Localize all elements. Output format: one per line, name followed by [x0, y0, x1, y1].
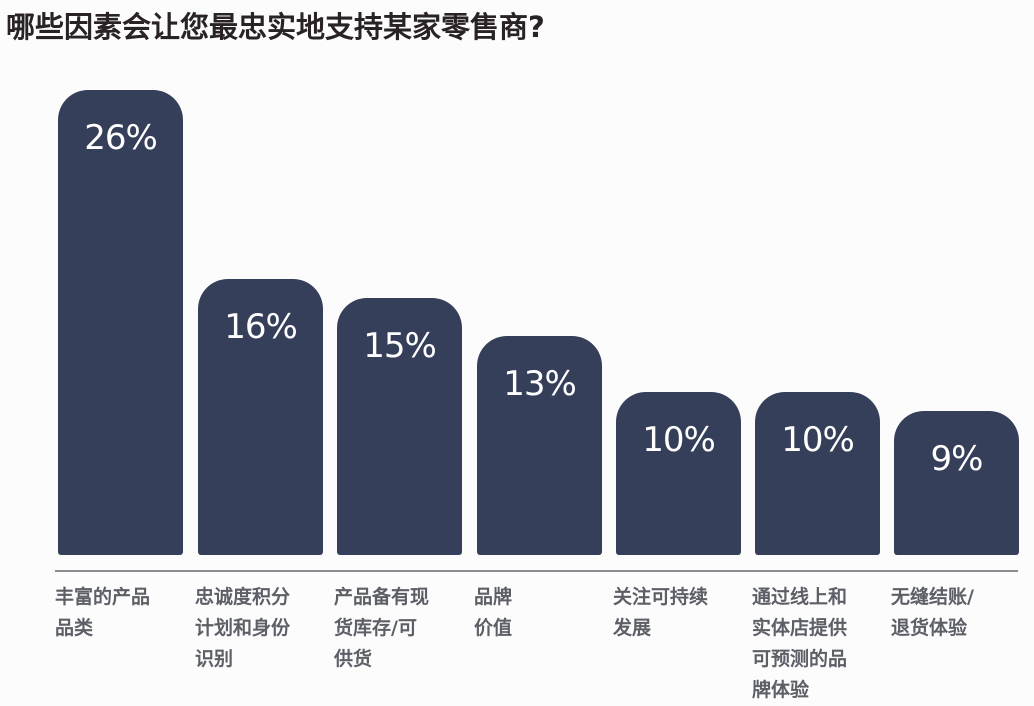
category-label-line: 通过线上和 [752, 586, 848, 608]
category-label-line: 丰富的产品 [55, 586, 151, 608]
category-label-line: 可预测的品 [752, 648, 848, 670]
category-label: 关注可持续 发展 [613, 582, 743, 644]
category-label: 无缝结账/退货体验 [891, 582, 1021, 644]
category-label-line: 价值 [474, 617, 513, 639]
category-label-line: 无缝结账/ [891, 586, 974, 608]
bar-6: 10% [755, 392, 880, 555]
category-label-line: 发展 [613, 617, 652, 639]
bar-5: 10% [616, 392, 741, 555]
category-label: 忠诚度积分计划和身份识别 [195, 582, 325, 675]
category-label-line: 品类 [55, 617, 94, 639]
bar-value-label: 10% [642, 420, 716, 460]
x-axis-baseline [55, 570, 1018, 572]
category-label-line: 计划和身份 [195, 617, 291, 639]
category-label-line: 识别 [195, 648, 234, 670]
bar-value-label: 16% [224, 307, 298, 347]
category-label-line: 退货体验 [891, 617, 968, 639]
bar-1: 26% [58, 90, 183, 555]
bar-3: 15% [337, 298, 462, 555]
category-label: 丰富的产品 品类 [55, 582, 185, 644]
bar-value-label: 10% [781, 420, 855, 460]
category-label-line: 忠诚度积分 [195, 586, 291, 608]
bar-4: 13% [477, 336, 602, 555]
category-label-line: 关注可持续 [613, 586, 709, 608]
bar-value-label: 13% [503, 364, 577, 404]
category-label: 通过线上和实体店提供可预测的品牌体验 [752, 582, 882, 706]
category-label: 产品备有现货库存/可供货 [334, 582, 464, 675]
bar-value-label: 15% [363, 326, 437, 366]
bar-2: 16% [198, 279, 323, 555]
category-label-line: 实体店提供 [752, 617, 848, 639]
bar-7: 9% [894, 411, 1019, 555]
bar-value-label: 9% [930, 439, 984, 479]
category-label-line: 产品备有现 [334, 586, 430, 608]
category-label-line: 品牌 [474, 586, 513, 608]
bar-value-label: 26% [84, 118, 158, 158]
category-label-line: 牌体验 [752, 679, 810, 701]
chart-title: 哪些因素会让您最忠实地支持某家零售商? [6, 10, 545, 44]
category-label-line: 货库存/可 [334, 617, 417, 639]
category-label-line: 供货 [334, 648, 373, 670]
category-label: 品牌 价值 [474, 582, 604, 644]
